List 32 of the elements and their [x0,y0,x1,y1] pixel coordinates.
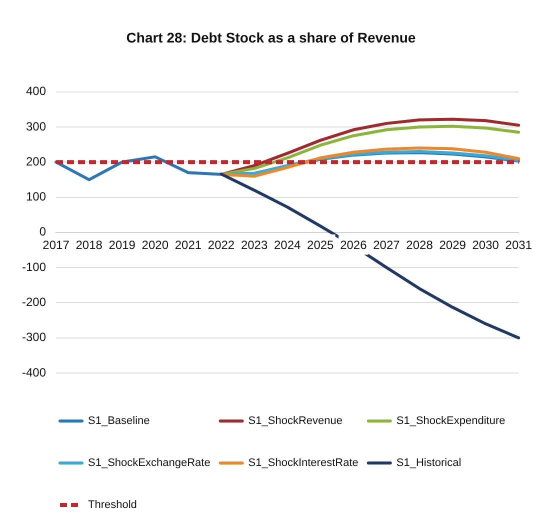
y-tick-label: 400 [26,84,46,98]
x-tick-label: 2026 [340,238,368,252]
x-tick-label: 2030 [472,238,500,252]
x-tick-label: 2029 [439,238,466,252]
x-tick-label: 2027 [373,238,400,252]
y-tick-label: -400 [22,365,46,380]
x-tick-label: 2024 [274,238,302,252]
y-tick-label: -100 [22,260,46,274]
x-tick-label: 2028 [406,238,434,252]
x-tick-label: 2020 [142,238,169,252]
x-tick-label: 2025 [307,238,334,252]
x-tick-label: 2017 [42,238,70,252]
legend-label: S1_Baseline [88,415,150,428]
legend-label: S1_ShockRevenue [248,415,342,428]
x-tick-label: 2021 [174,238,202,252]
y-tick-label: 300 [26,119,46,134]
y-tick-label: -300 [22,330,46,344]
legend-label: S1_ShockExchangeRate [88,457,210,470]
legend-label: S1_Historical [396,457,462,470]
x-tick-label: 2031 [505,238,532,252]
x-tick-label: 2022 [208,238,235,252]
x-tick-label: 2019 [108,238,136,252]
y-tick-label: 0 [39,224,46,239]
legend-label: Threshold [88,499,137,512]
y-tick-label: 100 [26,190,46,204]
legend-label: S1_ShockInterestRate [248,457,358,470]
chart-title: Chart 28: Debt Stock as a share of Revenue [126,29,416,46]
y-tick-label: 200 [26,154,46,168]
legend-label: S1_ShockExpenditure [396,415,506,428]
y-tick-label: -200 [22,295,46,310]
x-tick-label: 2018 [76,238,103,252]
x-tick-label: 2023 [240,238,268,252]
